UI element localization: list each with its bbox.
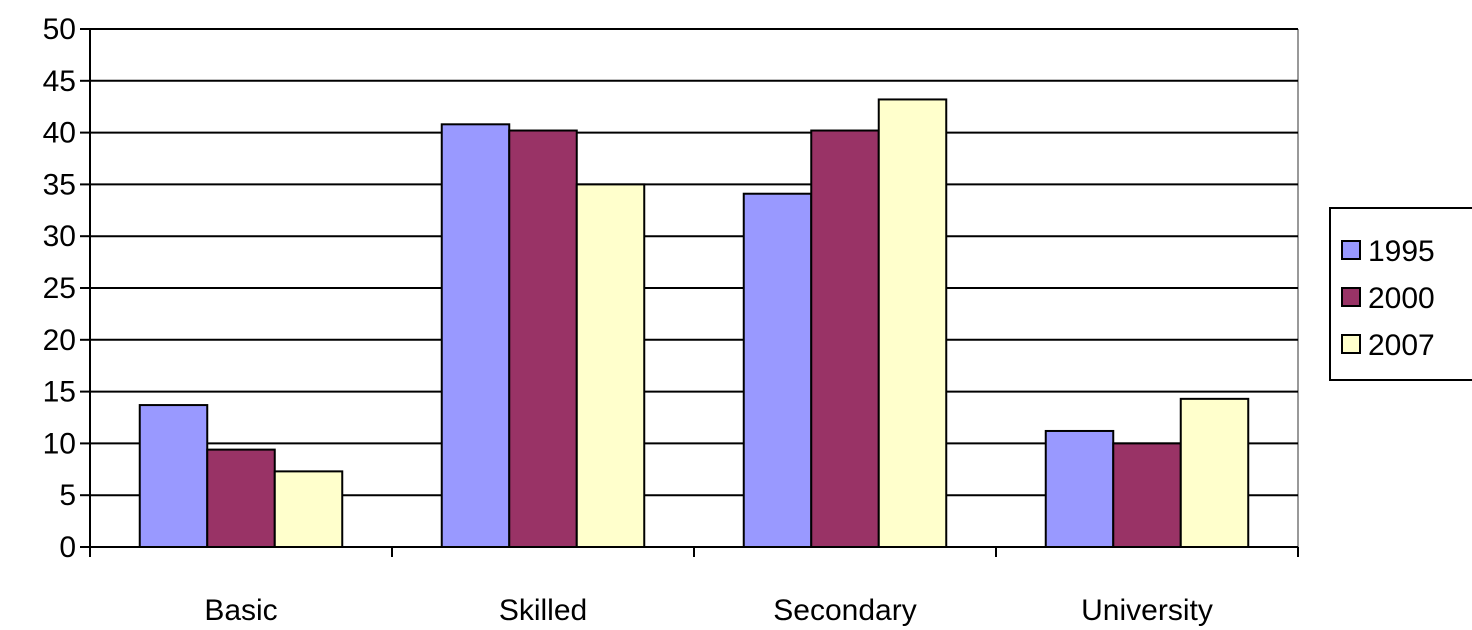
bar-1995-university (1044, 429, 1115, 548)
bar-2007-basic (273, 470, 344, 549)
y-tick-label: 5 (59, 479, 76, 512)
bar-2000-secondary (810, 129, 880, 548)
y-tick-label: 35 (43, 168, 76, 201)
y-tick-label: 30 (43, 220, 76, 253)
legend-swatch-2007 (1341, 334, 1361, 354)
legend-label-1995: 1995 (1368, 235, 1435, 268)
x-category-label: Secondary (773, 594, 916, 627)
y-tick-label: 45 (43, 65, 76, 98)
bar-1995-basic (138, 404, 209, 548)
y-tick-label: 40 (43, 117, 76, 150)
legend-label-2000: 2000 (1368, 282, 1435, 315)
bar-2007-secondary (877, 98, 948, 548)
bar-2000-basic (206, 448, 276, 548)
legend-swatch-2000 (1341, 287, 1361, 307)
bars (138, 98, 1250, 549)
y-tick-label: 15 (43, 376, 76, 409)
bar-2007-skilled (575, 183, 646, 548)
y-tick-labels: 0 5 10 15 20 25 30 35 40 45 50 (43, 13, 76, 564)
x-category-labels: Basic Skilled Secondary University (204, 594, 1213, 627)
y-tick-label: 10 (43, 427, 76, 460)
x-category-label: University (1081, 594, 1213, 627)
axes (80, 28, 1299, 557)
y-tick-label: 20 (43, 324, 76, 357)
bar-2000-university (1112, 442, 1182, 548)
bar-2007-university (1179, 397, 1250, 548)
bar-1995-skilled (440, 123, 511, 548)
legend-label-2007: 2007 (1368, 329, 1435, 362)
y-tick-label: 25 (43, 272, 76, 305)
bar-1995-secondary (742, 192, 813, 548)
y-tick-label: 0 (59, 531, 76, 564)
x-category-label: Skilled (499, 594, 587, 627)
x-category-label: Basic (204, 594, 277, 627)
y-tick-label: 50 (43, 13, 76, 46)
legend-swatch-1995 (1341, 240, 1361, 260)
legend: 1995 2000 2007 (1329, 207, 1472, 381)
bar-2000-skilled (508, 129, 578, 548)
